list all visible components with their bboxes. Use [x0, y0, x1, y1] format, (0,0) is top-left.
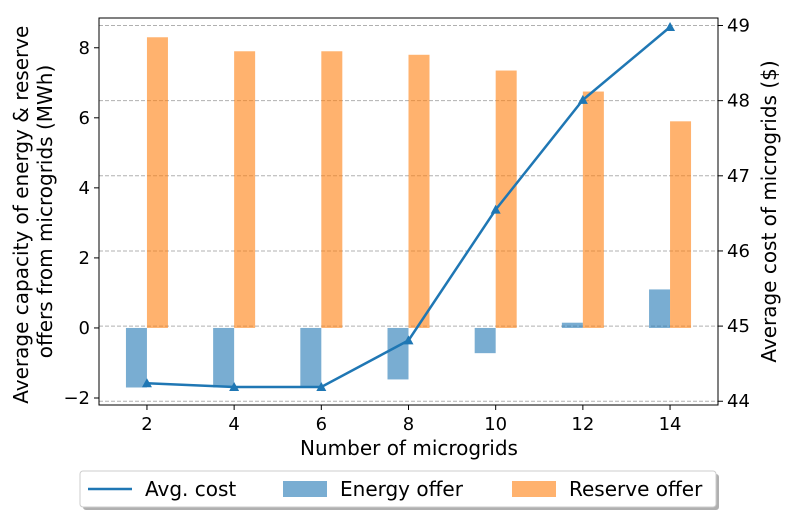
reserve-offer-bar	[582, 91, 604, 328]
right-y-axis-label: Average cost of microgrids ($)	[757, 60, 781, 362]
avg-cost-marker	[490, 204, 501, 214]
x-tick-label: 10	[484, 414, 507, 435]
right-y-tick-label: 49	[727, 16, 750, 37]
bars	[125, 37, 692, 388]
energy-offer-bar	[300, 327, 322, 388]
x-tick-label: 8	[403, 414, 414, 435]
x-axis: 2 4 6 8 10 12 14	[141, 405, 682, 435]
legend-box	[79, 470, 717, 508]
x-tick-label: 4	[228, 414, 239, 435]
legend-label-reserve-offer: Reserve offer	[569, 477, 703, 501]
energy-offer-bar	[125, 327, 147, 388]
energy-offer-bar	[387, 327, 409, 380]
reserve-offer-bar	[234, 51, 256, 328]
avg-cost-marker	[141, 378, 152, 388]
x-tick-label: 14	[659, 414, 682, 435]
right-y-tick-label: 44	[727, 391, 750, 412]
avg-cost-marker	[316, 381, 327, 391]
cost-line	[141, 22, 676, 391]
left-y-axis-label: Average capacity of energy & reserve off…	[9, 19, 57, 403]
x-axis-label: Number of microgrids	[300, 436, 518, 460]
left-y-tick-label: 8	[79, 38, 90, 59]
left-y-tick-label: 2	[79, 248, 90, 269]
right-y-tick-label: 47	[727, 166, 750, 187]
left-y-tick-label: 6	[79, 108, 90, 129]
legend: Avg. cost Energy offer Reserve offer	[79, 470, 719, 510]
legend-swatch-reserve-offer	[512, 481, 556, 497]
energy-offer-bar	[213, 327, 235, 388]
legend-label-avg-cost: Avg. cost	[145, 477, 236, 501]
x-tick-label: 6	[316, 414, 327, 435]
reserve-offer-bar	[670, 121, 692, 328]
left-y-tick-label: 4	[79, 178, 90, 199]
x-tick-label: 2	[141, 414, 152, 435]
x-tick-label: 12	[571, 414, 594, 435]
avg-cost-marker	[229, 381, 240, 391]
left-y-tick-label: 0	[79, 318, 90, 339]
avg-cost-marker	[403, 335, 414, 345]
left-y-tick-label: −2	[63, 388, 90, 409]
reserve-offer-bar	[321, 51, 343, 328]
right-y-tick-label: 45	[727, 316, 750, 337]
left-y-axis: −2 0 2 4 6 8	[63, 38, 99, 409]
reserve-offer-bar	[495, 70, 517, 328]
reserve-offer-bar	[408, 54, 430, 328]
right-y-tick-label: 46	[727, 241, 750, 262]
avg-cost-marker	[577, 94, 588, 104]
energy-offer-bar	[649, 289, 671, 328]
right-y-axis: 44 45 46 47 48 49	[718, 16, 750, 412]
legend-label-energy-offer: Energy offer	[340, 477, 464, 501]
energy-offer-bar	[561, 322, 583, 328]
avg-cost-marker	[665, 22, 676, 32]
right-y-tick-label: 48	[727, 91, 750, 112]
left-y-axis-label-line-2: offers from microgrids (MWh)	[33, 65, 57, 359]
legend-swatch-energy-offer	[283, 481, 327, 497]
reserve-offer-bar	[146, 37, 168, 328]
energy-offer-bar	[474, 327, 496, 354]
left-y-axis-label-line-1: Average capacity of energy & reserve	[9, 26, 33, 404]
